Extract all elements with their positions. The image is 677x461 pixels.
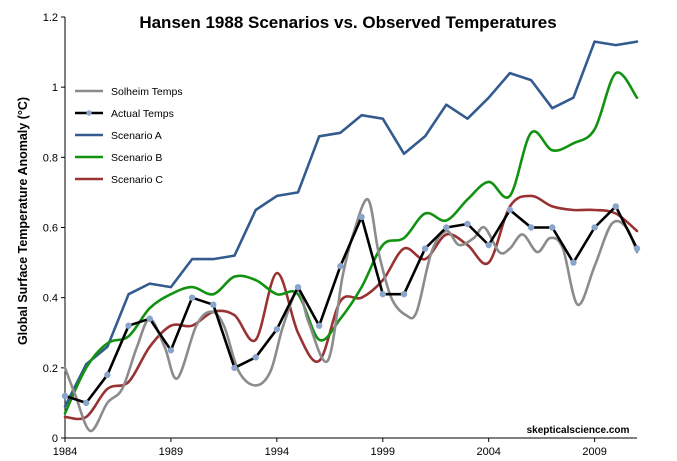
legend-entry-actual-temps: Actual Temps [75,108,174,120]
series-line-actual-temps [63,205,639,405]
legend-label: Scenario C [111,174,163,186]
data-point [252,354,259,361]
data-point [104,371,111,379]
data-point [231,364,238,372]
data-point [167,347,175,354]
series-line-scenario-a [63,40,639,408]
y-tick-label: 1 [52,82,58,94]
data-point [146,315,153,322]
data-point [400,290,408,298]
data-point [506,206,514,214]
series-scenario-c [63,194,639,421]
legend-label: Scenario B [111,152,162,164]
data-point [316,322,323,329]
axes: 0 0.2 0.4 0.6 0.8 1 1.2 1984 1989 1994 1999 2004 200… [43,12,637,458]
data-point [358,213,365,221]
legend-label: Scenario A [111,130,162,142]
legend-marker [86,110,92,116]
y-tick-label: 0.4 [43,293,58,305]
y-tick-label: 0.2 [43,363,58,375]
data-point [273,326,281,333]
legend-label: Solheim Temps [111,86,183,98]
series-line-scenario-b [63,71,639,415]
legend-entry-solheim-temps: Solheim Temps [75,86,183,98]
legend: Solheim Temps Actual Temps Scenario A Scena… [75,86,183,186]
legend-entry-scenario-a: Scenario A [75,130,162,142]
legend-label: Actual Temps [111,108,174,120]
source-annotation: skepticalscience.com [527,425,630,436]
data-point [294,283,302,291]
data-point [485,241,492,249]
data-point [379,290,386,298]
data-point [125,322,132,329]
data-point [570,259,577,266]
data-point [549,224,556,231]
y-tick-label: 0 [52,433,58,445]
x-tick-label: 1989 [159,446,183,458]
x-tick-label: 1984 [53,446,77,458]
data-point [61,392,69,400]
data-point [210,301,217,308]
series-scenario-b [63,71,639,415]
data-point [188,294,196,301]
legend-entry-scenario-b: Scenario B [75,152,162,164]
y-tick-label: 1.2 [43,12,58,24]
y-axis-label: Global Surface Temperature Anomaly (°C) [16,97,30,345]
data-point [612,203,620,210]
x-tick-label: 2004 [476,446,500,458]
legend-entry-scenario-c: Scenario C [75,174,163,186]
data-point [464,220,471,228]
x-tick-label: 1999 [371,446,395,458]
data-point [421,245,429,252]
x-tick-label: 2009 [582,446,606,458]
data-point [337,262,344,270]
data-point [633,245,641,252]
series-scenario-a [63,40,639,408]
data-point [591,224,598,231]
data-point [82,399,90,407]
y-tick-label: 0.6 [43,223,58,235]
series-layer [61,40,641,433]
chart-title: Hansen 1988 Scenarios vs. Observed Tempe… [139,13,556,32]
x-tick-label: 1994 [265,446,289,458]
data-point [527,224,535,231]
data-point [443,224,450,231]
y-tick-label: 0.8 [43,152,58,164]
series-actual-temps [61,203,641,407]
series-line-scenario-c [63,194,639,421]
